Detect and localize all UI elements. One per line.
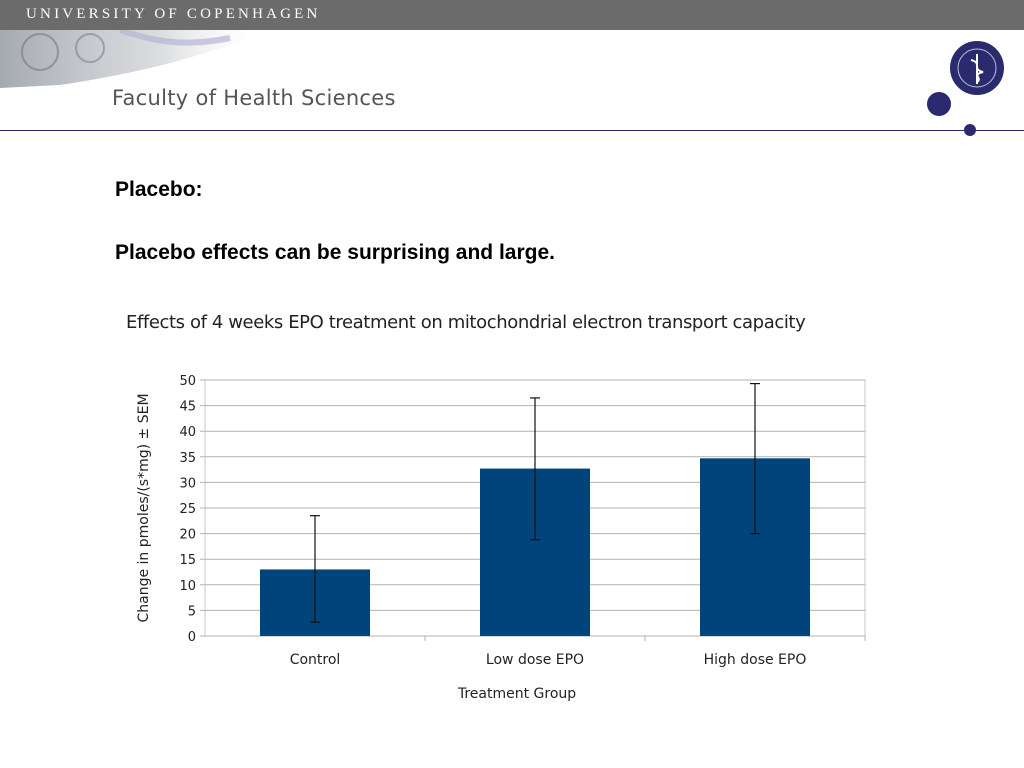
y-tick-label: 30	[179, 476, 196, 491]
y-tick-label: 20	[179, 528, 196, 543]
faculty-logo-icon	[927, 41, 1004, 136]
y-tick-label: 25	[179, 502, 196, 517]
slide-heading: Placebo:	[115, 178, 203, 201]
top-banner: UNIVERSITY OF COPENHAGEN	[0, 0, 1024, 30]
y-tick-label: 0	[188, 630, 196, 645]
bar-chart: 0 5 10 15 20 25 30 35 40 45 50 Control Low dose EPO H…	[136, 374, 866, 702]
y-tick-label: 35	[179, 451, 196, 466]
slide-subheading: Placebo effects can be surprising and la…	[115, 241, 555, 264]
y-tick-label: 15	[179, 553, 196, 568]
y-tick-label: 50	[179, 374, 196, 389]
y-tick-label: 5	[188, 604, 196, 619]
y-axis-label: Change in pmoles/(s*mg) ± SEM	[136, 393, 152, 622]
x-tick-label: Control	[290, 652, 341, 668]
y-tick-label: 45	[179, 400, 196, 415]
x-axis-label: Treatment Group	[457, 686, 576, 702]
university-seal-graphic	[0, 30, 270, 88]
x-tick-label: High dose EPO	[704, 652, 807, 668]
y-tick-label: 40	[179, 425, 196, 440]
header-divider	[0, 130, 1024, 131]
chart-title: Effects of 4 weeks EPO treatment on mito…	[126, 312, 806, 333]
x-tick-label: Low dose EPO	[486, 652, 584, 668]
faculty-name: Faculty of Health Sciences	[112, 86, 396, 110]
y-tick-label: 10	[179, 579, 196, 594]
university-name: UNIVERSITY OF COPENHAGEN	[26, 6, 321, 22]
